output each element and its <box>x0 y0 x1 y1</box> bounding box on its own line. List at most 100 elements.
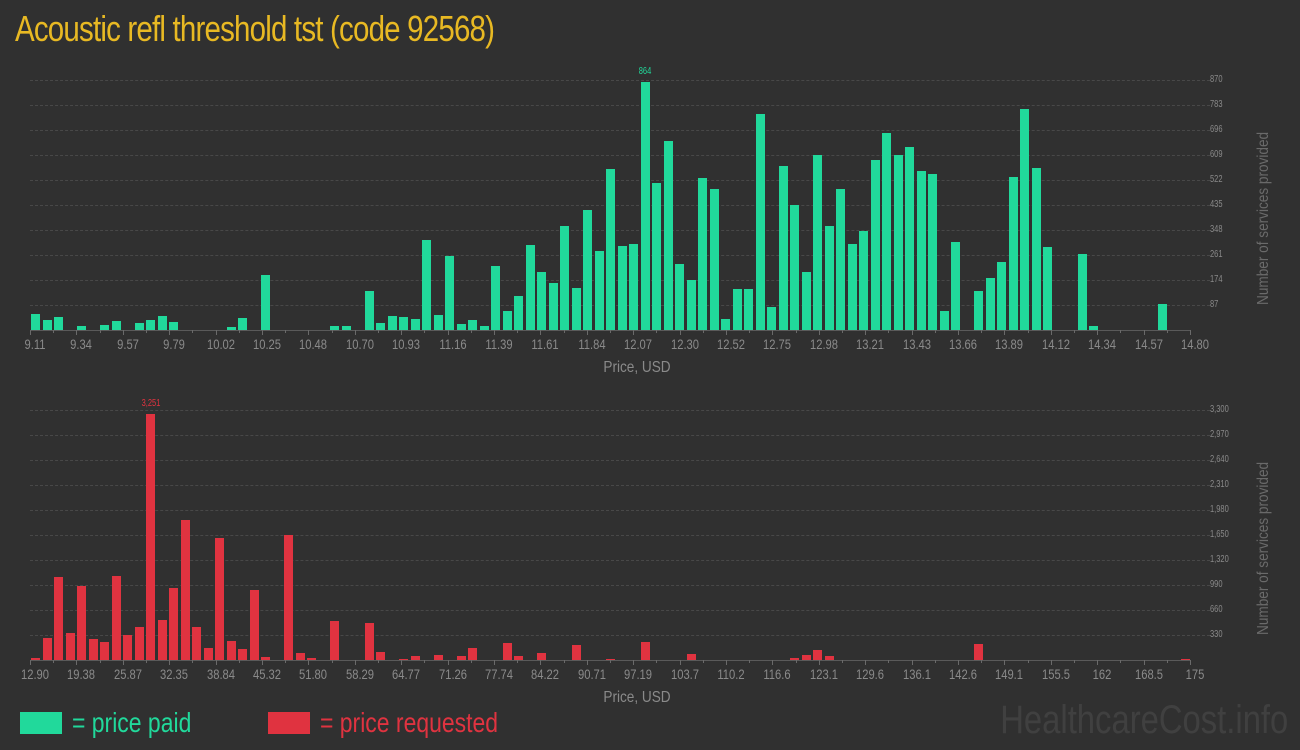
histogram-bar[interactable] <box>307 658 316 660</box>
histogram-bar[interactable] <box>905 146 914 330</box>
histogram-bar[interactable] <box>284 535 293 660</box>
histogram-bar[interactable] <box>134 323 144 330</box>
histogram-bar[interactable] <box>882 132 891 330</box>
histogram-bar[interactable] <box>997 261 1006 330</box>
histogram-bar[interactable] <box>606 659 615 660</box>
histogram-bar[interactable] <box>1008 177 1018 330</box>
histogram-bar[interactable] <box>341 325 351 330</box>
histogram-bar[interactable] <box>537 271 546 330</box>
histogram-bar[interactable] <box>502 311 512 330</box>
histogram-bar[interactable] <box>916 171 926 330</box>
histogram-bar[interactable] <box>364 290 374 330</box>
histogram-bar[interactable] <box>445 256 454 330</box>
histogram-bar[interactable] <box>767 307 776 330</box>
histogram-bar[interactable] <box>410 319 420 330</box>
histogram-bar[interactable] <box>640 641 650 660</box>
histogram-bar[interactable] <box>974 290 983 330</box>
histogram-bar[interactable] <box>31 658 40 660</box>
histogram-bar[interactable] <box>548 282 558 330</box>
histogram-bar[interactable] <box>42 319 52 330</box>
histogram-bar[interactable] <box>468 648 477 660</box>
histogram-bar[interactable] <box>790 658 799 660</box>
histogram-bar[interactable] <box>261 275 270 330</box>
histogram-bar[interactable] <box>100 641 109 660</box>
histogram-bar[interactable] <box>422 240 431 330</box>
histogram-bar[interactable] <box>801 655 811 660</box>
histogram-bar[interactable] <box>893 155 903 330</box>
histogram-bar[interactable] <box>364 623 374 660</box>
histogram-bar[interactable] <box>744 288 753 330</box>
histogram-bar[interactable] <box>686 280 696 330</box>
histogram-bar[interactable] <box>249 590 259 660</box>
histogram-bar[interactable] <box>1158 304 1167 330</box>
histogram-bar[interactable] <box>813 155 822 330</box>
histogram-bar[interactable] <box>514 656 523 660</box>
histogram-bar[interactable] <box>31 313 40 330</box>
histogram-bar[interactable] <box>939 311 949 330</box>
histogram-bar[interactable] <box>640 81 650 330</box>
histogram-bar[interactable] <box>514 296 523 330</box>
histogram-bar[interactable] <box>617 246 627 330</box>
histogram-bar[interactable] <box>433 315 443 330</box>
histogram-bar[interactable] <box>859 230 868 330</box>
histogram-bar[interactable] <box>974 644 983 660</box>
histogram-bar[interactable] <box>169 321 178 330</box>
histogram-bar[interactable] <box>468 319 477 330</box>
histogram-bar[interactable] <box>629 244 638 330</box>
histogram-bar[interactable] <box>295 653 305 660</box>
histogram-bar[interactable] <box>203 648 213 660</box>
histogram-bar[interactable] <box>146 413 155 660</box>
histogram-bar[interactable] <box>686 654 696 660</box>
histogram-bar[interactable] <box>951 242 960 330</box>
histogram-bar[interactable] <box>778 165 788 330</box>
histogram-bar[interactable] <box>77 325 86 330</box>
histogram-bar[interactable] <box>1043 246 1052 330</box>
histogram-bar[interactable] <box>1089 325 1098 330</box>
histogram-bar[interactable] <box>824 225 834 330</box>
histogram-bar[interactable] <box>594 250 604 330</box>
histogram-bar[interactable] <box>215 538 224 660</box>
histogram-bar[interactable] <box>330 325 339 330</box>
histogram-bar[interactable] <box>226 641 236 660</box>
histogram-bar[interactable] <box>157 315 167 330</box>
histogram-bar[interactable] <box>755 113 765 330</box>
histogram-bar[interactable] <box>847 244 857 330</box>
histogram-bar[interactable] <box>824 656 834 660</box>
histogram-bar[interactable] <box>985 278 995 330</box>
histogram-bar[interactable] <box>399 317 408 330</box>
histogram-bar[interactable] <box>330 621 339 660</box>
histogram-bar[interactable] <box>732 288 742 330</box>
histogram-bar[interactable] <box>157 620 167 660</box>
histogram-bar[interactable] <box>376 323 385 330</box>
histogram-bar[interactable] <box>525 244 535 330</box>
histogram-bar[interactable] <box>1181 659 1190 660</box>
histogram-bar[interactable] <box>479 325 489 330</box>
histogram-bar[interactable] <box>387 315 397 330</box>
histogram-bar[interactable] <box>870 159 880 330</box>
histogram-bar[interactable] <box>399 659 408 660</box>
histogram-bar[interactable] <box>77 586 86 660</box>
histogram-bar[interactable] <box>192 626 201 660</box>
histogram-bar[interactable] <box>1077 254 1087 330</box>
histogram-bar[interactable] <box>180 520 190 660</box>
histogram-bar[interactable] <box>42 638 52 660</box>
histogram-bar[interactable] <box>456 656 466 660</box>
histogram-bar[interactable] <box>169 588 178 660</box>
histogram-bar[interactable] <box>261 656 270 660</box>
histogram-bar[interactable] <box>606 169 615 330</box>
histogram-bar[interactable] <box>1020 109 1029 330</box>
histogram-bar[interactable] <box>721 319 730 330</box>
histogram-bar[interactable] <box>410 656 420 660</box>
histogram-bar[interactable] <box>123 635 132 660</box>
histogram-bar[interactable] <box>790 205 799 330</box>
histogram-bar[interactable] <box>1031 167 1041 330</box>
histogram-bar[interactable] <box>226 327 236 330</box>
histogram-bar[interactable] <box>537 653 546 660</box>
histogram-bar[interactable] <box>54 317 63 330</box>
histogram-bar[interactable] <box>928 173 937 330</box>
histogram-bar[interactable] <box>698 178 707 330</box>
histogram-bar[interactable] <box>433 655 443 660</box>
histogram-bar[interactable] <box>560 225 569 330</box>
histogram-bar[interactable] <box>801 271 811 330</box>
histogram-bar[interactable] <box>456 323 466 330</box>
